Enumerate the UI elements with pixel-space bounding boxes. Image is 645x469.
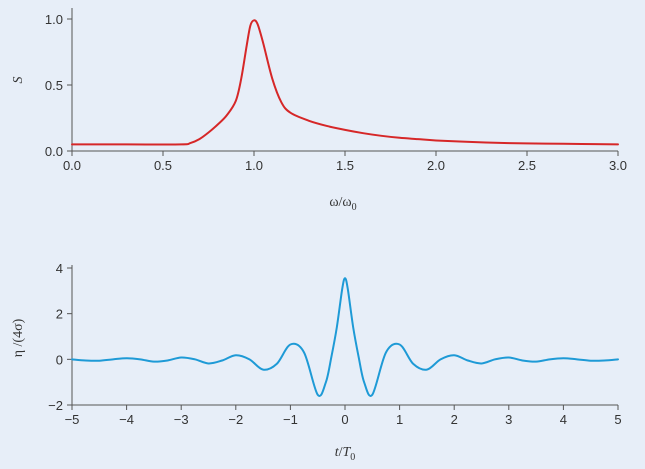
bottom-x-tick-label: −2 [228,412,243,427]
bottom-y-tick-label: 2 [56,307,63,322]
spectrum-chart: 0.0 0.5 1.0 1.5 2.0 2.5 3.0 0.0 0.5 1.0 S ω/ω0 [11,8,627,213]
bottom-x-axis-label-T: T [342,445,351,460]
bottom-x-tick-label: −5 [65,412,80,427]
top-y-tick-label: 1.0 [45,12,63,27]
top-x-axis-label-main: ω/ω [329,195,351,210]
bottom-x-tick-label: 3 [505,412,512,427]
top-x-tick-label: 1.5 [336,158,354,173]
bottom-y-tick-label: 4 [56,261,63,276]
bottom-y-tick-label: 0 [56,352,63,367]
bottom-x-tick-label: −4 [119,412,134,427]
elevation-curve [71,277,619,397]
bottom-y-axis-label: η /(4σ) [11,318,26,357]
top-y-tick-label: 0.0 [45,144,63,159]
top-x-tick-label: 3.0 [609,158,627,173]
bottom-y-tick-label: −2 [48,398,63,413]
top-y-axis-label: S [11,77,26,84]
bottom-x-axis-label: t/T0 [335,445,356,463]
top-x-axis-label-sub: 0 [352,202,357,213]
bottom-x-tick-label: 2 [451,412,458,427]
top-x-tick-label: 1.0 [245,158,263,173]
bottom-x-tick-label: −1 [283,412,298,427]
bottom-x-tick-label: 1 [396,412,403,427]
bottom-x-tick-label: 5 [614,412,621,427]
top-x-tick-label: 0.5 [154,158,172,173]
spectrum-curve [71,19,619,146]
bottom-x-tick-label: −3 [174,412,189,427]
top-x-axis-label: ω/ω0 [329,195,356,213]
top-x-tick-label: 2.5 [518,158,536,173]
top-x-tick-label: 2.0 [427,158,445,173]
top-y-tick-label: 0.5 [45,78,63,93]
top-x-tick-label: 0.0 [63,158,81,173]
bottom-x-axis-label-slash: / [339,445,343,460]
bottom-x-tick-label: 0 [341,412,348,427]
bottom-x-axis-label-t: t [335,445,340,460]
bottom-x-tick-label: 4 [560,412,567,427]
bottom-x-axis-label-sub: 0 [350,452,355,463]
